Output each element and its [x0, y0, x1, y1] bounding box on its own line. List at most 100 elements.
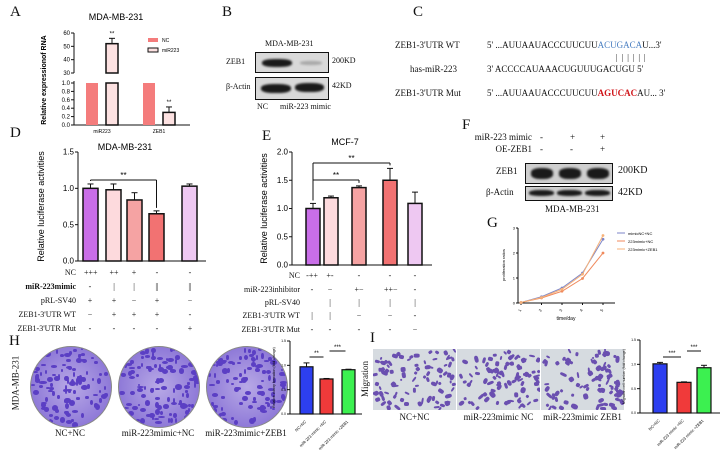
- colony: [193, 347, 196, 352]
- colony: [212, 355, 216, 358]
- cell-mark: +−: [354, 285, 364, 294]
- y-tick-label: 2: [513, 251, 516, 256]
- colony: [125, 403, 132, 407]
- y-tick-label: 0.0: [631, 411, 636, 415]
- colony: [51, 405, 58, 412]
- colony: [241, 377, 248, 384]
- colony: [59, 353, 65, 357]
- colony: [65, 413, 71, 418]
- colony: [101, 412, 108, 417]
- colony: [241, 395, 248, 402]
- colony: [225, 378, 230, 384]
- y-tick-label: 0.0: [62, 123, 71, 129]
- colony: [137, 404, 141, 407]
- colony: [170, 417, 174, 423]
- bar: [105, 189, 122, 262]
- y-tick-label: 1.0: [63, 184, 75, 193]
- cell-mark: +: [111, 310, 117, 319]
- colony: [219, 360, 226, 364]
- colony: [51, 364, 57, 368]
- colony: [248, 348, 251, 354]
- migration-image: [457, 349, 540, 410]
- colony: [126, 363, 133, 366]
- colony: [255, 367, 260, 372]
- colony: [81, 358, 87, 362]
- colony: [156, 378, 161, 384]
- cell-mark: -: [310, 325, 314, 334]
- colony: [251, 356, 255, 360]
- colony: [263, 360, 270, 363]
- colony: [173, 413, 177, 418]
- x-tick-label: 2: [537, 307, 543, 312]
- colony: [262, 370, 267, 374]
- data-point: [601, 237, 605, 241]
- colony: [136, 418, 141, 423]
- legend-swatch: [148, 38, 158, 42]
- colony: [44, 396, 49, 402]
- colony: [78, 354, 81, 358]
- colony: [124, 359, 127, 364]
- colony: [136, 365, 141, 369]
- colony: [238, 402, 243, 406]
- row-label: NC: [64, 268, 76, 277]
- colony: [261, 353, 264, 359]
- bar: [341, 369, 356, 415]
- cell-mark: -: [413, 271, 417, 280]
- colony: [253, 397, 256, 401]
- colony: [221, 417, 227, 422]
- colony: [256, 390, 264, 395]
- colony: [49, 386, 55, 390]
- band: [585, 190, 610, 196]
- migration-image: [373, 349, 456, 410]
- y-tick-label: 1.0: [631, 363, 636, 367]
- y-tick-label: 1.5: [63, 148, 75, 157]
- colony: [187, 407, 191, 412]
- colony: [280, 381, 287, 384]
- colony: [155, 409, 161, 416]
- significance-label: **: [110, 31, 115, 37]
- colony: [65, 389, 73, 392]
- colony: [39, 384, 44, 388]
- colony: [162, 360, 169, 365]
- bar: [652, 363, 668, 414]
- colony: [45, 370, 48, 375]
- row-label: miR-223mimic: [25, 282, 76, 291]
- colony: [145, 348, 149, 354]
- colony: [61, 368, 64, 373]
- cell-mark: +: [87, 296, 93, 305]
- colony: [216, 417, 223, 424]
- colony: [129, 376, 136, 380]
- panel-label-i: I: [370, 330, 375, 346]
- colony: [277, 347, 283, 351]
- colony: [129, 366, 135, 370]
- y-tick-label: 1.5: [631, 338, 636, 342]
- colony: [155, 421, 162, 424]
- image-caption: NC+NC: [399, 412, 430, 422]
- colony: [153, 364, 157, 369]
- chart-title: MDA-MB-231: [89, 12, 144, 22]
- cell-mark: +: [154, 310, 160, 319]
- colony: [257, 407, 264, 410]
- row-label: ZEB1-3'UTR WT: [18, 310, 76, 319]
- blot-b-actin: [255, 77, 329, 100]
- legend-label: 223mimic+ZEB1: [628, 247, 658, 252]
- colony: [64, 410, 69, 415]
- x-tick-label: 4: [578, 307, 584, 312]
- colony: [136, 385, 144, 388]
- colony: [282, 418, 287, 423]
- cell-mark: |: [311, 311, 313, 320]
- colony: [63, 400, 70, 403]
- band: [559, 168, 581, 179]
- colony: [180, 403, 188, 410]
- colony: [119, 390, 126, 396]
- colony: [182, 392, 185, 398]
- cell-mark: -: [413, 285, 417, 294]
- x-tick-label: 3: [558, 307, 564, 312]
- data-point: [581, 277, 584, 280]
- colony: [69, 380, 76, 386]
- colony: [281, 395, 286, 400]
- colony: [65, 403, 69, 409]
- cell-mark: |: [133, 282, 135, 291]
- sequence-name: has-miR-223: [410, 64, 457, 74]
- cell-mark: −: [387, 311, 393, 320]
